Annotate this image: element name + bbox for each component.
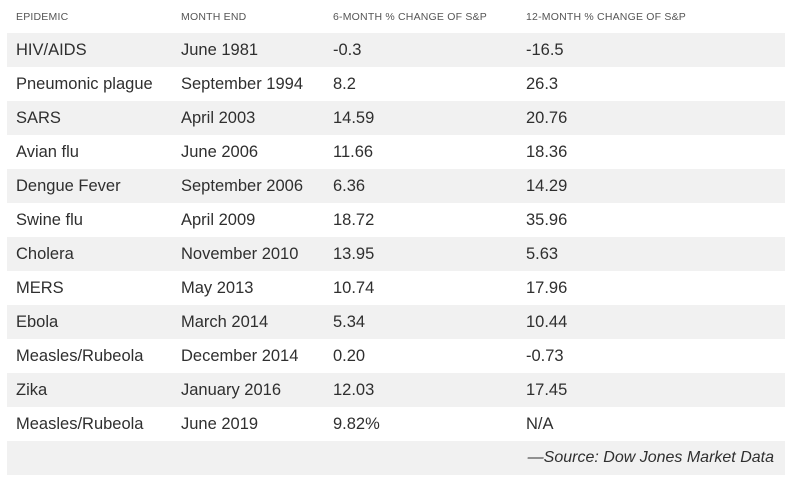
cell-12-month-change: 14.29 (526, 176, 568, 195)
cell-12-month-change: 35.96 (526, 210, 568, 229)
table-row: MERS May 2013 10.74 17.96 (7, 271, 785, 305)
cell-12-month-change: 10.44 (526, 312, 568, 331)
header-month-end: MONTH END (181, 10, 247, 23)
cell-6-month-change: 8.2 (333, 74, 356, 93)
cell-12-month-change: 18.36 (526, 142, 568, 161)
data-table: EPIDEMIC MONTH END 6-MONTH % CHANGE OF S… (7, 0, 785, 475)
table-row: Zika January 2016 12.03 17.45 (7, 373, 785, 407)
cell-12-month-change: 5.63 (526, 244, 559, 263)
cell-month-end: June 2006 (181, 142, 259, 161)
cell-epidemic: Cholera (16, 244, 74, 263)
cell-month-end: November 2010 (181, 244, 299, 263)
source-note: —Source: Dow Jones Market Data (527, 449, 774, 466)
cell-12-month-change: -0.73 (526, 346, 564, 365)
cell-month-end: May 2013 (181, 278, 254, 297)
cell-12-month-change: 17.45 (526, 380, 568, 399)
cell-epidemic: Pneumonic plague (16, 74, 153, 93)
cell-epidemic: HIV/AIDS (16, 40, 87, 59)
source-row: —Source: Dow Jones Market Data (7, 441, 785, 475)
table-row: Measles/Rubeola December 2014 0.20 -0.73 (7, 339, 785, 373)
cell-6-month-change: 12.03 (333, 380, 375, 399)
cell-month-end: March 2014 (181, 312, 269, 331)
cell-month-end: January 2016 (181, 380, 281, 399)
cell-6-month-change: -0.3 (333, 40, 362, 59)
cell-6-month-change: 10.74 (333, 278, 375, 297)
cell-6-month-change: 6.36 (333, 176, 366, 195)
cell-6-month-change: 5.34 (333, 312, 366, 331)
cell-epidemic: Measles/Rubeola (16, 346, 144, 365)
cell-epidemic: MERS (16, 278, 64, 297)
cell-epidemic: Swine flu (16, 210, 83, 229)
table-row: SARS April 2003 14.59 20.76 (7, 101, 785, 135)
cell-month-end: December 2014 (181, 346, 299, 365)
table-row: Ebola March 2014 5.34 10.44 (7, 305, 785, 339)
cell-6-month-change: 18.72 (333, 210, 375, 229)
cell-12-month-change: 26.3 (526, 74, 559, 93)
cell-6-month-change: 0.20 (333, 346, 366, 365)
cell-month-end: September 2006 (181, 176, 304, 195)
header-epidemic: EPIDEMIC (16, 10, 69, 23)
cell-6-month-change: 9.82% (333, 414, 380, 433)
header-6-month-change: 6-MONTH % CHANGE OF S&P (333, 10, 487, 23)
cell-month-end: September 1994 (181, 74, 304, 93)
table-row: Swine flu April 2009 18.72 35.96 (7, 203, 785, 237)
cell-month-end: April 2009 (181, 210, 256, 229)
cell-12-month-change: 17.96 (526, 278, 568, 297)
table-row: Dengue Fever September 2006 6.36 14.29 (7, 169, 785, 203)
cell-epidemic: Ebola (16, 312, 59, 331)
cell-month-end: April 2003 (181, 108, 256, 127)
cell-12-month-change: 20.76 (526, 108, 568, 127)
table-header: EPIDEMIC MONTH END 6-MONTH % CHANGE OF S… (7, 0, 785, 33)
cell-epidemic: Dengue Fever (16, 176, 121, 195)
cell-6-month-change: 11.66 (333, 142, 374, 161)
cell-12-month-change: N/A (526, 414, 554, 433)
cell-12-month-change: -16.5 (526, 40, 564, 59)
table-row: HIV/AIDS June 1981 -0.3 -16.5 (7, 33, 785, 67)
table-row: Pneumonic plague September 1994 8.2 26.3 (7, 67, 785, 101)
header-12-month-change: 12-MONTH % CHANGE OF S&P (526, 10, 686, 23)
table-row: Avian flu June 2006 11.66 18.36 (7, 135, 785, 169)
cell-6-month-change: 14.59 (333, 108, 375, 127)
cell-epidemic: Measles/Rubeola (16, 414, 144, 433)
table-row: Measles/Rubeola June 2019 9.82% N/A (7, 407, 785, 441)
cell-epidemic: Avian flu (16, 142, 79, 161)
table-row: Cholera November 2010 13.95 5.63 (7, 237, 785, 271)
cell-epidemic: Zika (16, 380, 48, 399)
cell-month-end: June 2019 (181, 414, 259, 433)
cell-epidemic: SARS (16, 108, 61, 127)
cell-6-month-change: 13.95 (333, 244, 375, 263)
cell-month-end: June 1981 (181, 40, 259, 59)
